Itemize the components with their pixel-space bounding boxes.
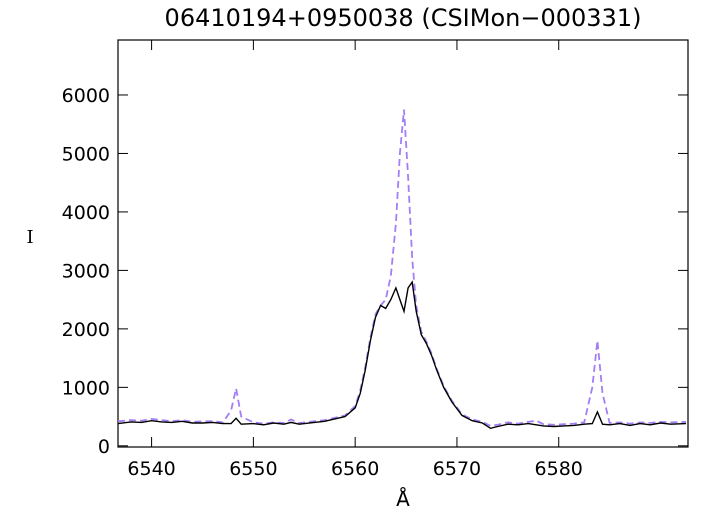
y-tick-label: 2000 [62,319,110,341]
spectrum-line [117,109,687,427]
y-tick-label: 0 [98,436,110,458]
y-tick-label: 6000 [62,85,110,107]
x-axis-label: Å [396,487,410,511]
x-tick-label: 6580 [535,458,583,480]
x-tick-label: 6560 [331,458,379,480]
plot-frame [117,39,689,448]
x-tick-label: 6550 [229,458,277,480]
x-tick-label: 6570 [433,458,481,480]
y-tick-label: 1000 [62,377,110,399]
x-tick-label: 6540 [127,458,175,480]
y-tick-label: 4000 [62,202,110,224]
spectrum-line [117,280,687,430]
y-tick-label: 3000 [62,260,110,282]
y-tick-label: 5000 [62,143,110,165]
y-axis-label: I [26,227,33,248]
chart-title: 06410194+0950038 (CSIMon−000331) [165,4,642,32]
